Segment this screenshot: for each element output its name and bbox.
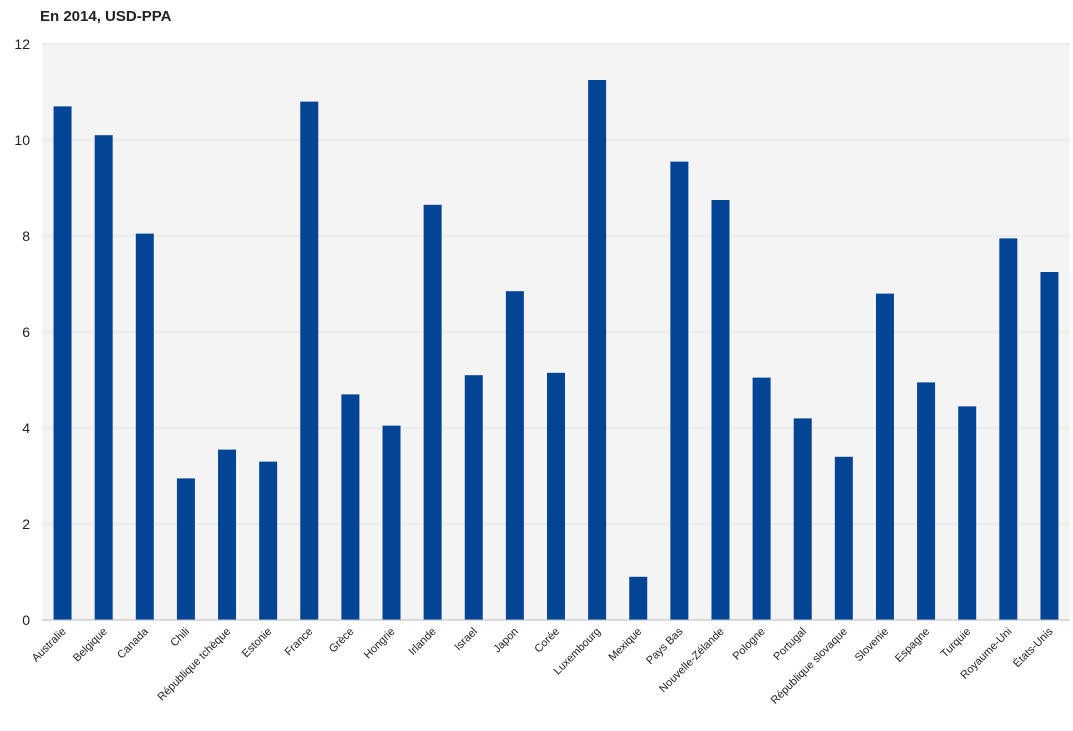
bar — [547, 372, 565, 620]
x-tick-label: Portugal — [771, 626, 808, 663]
x-tick-label: République tchèque — [155, 626, 233, 704]
bar — [259, 461, 278, 620]
y-tick-label: 8 — [22, 228, 30, 244]
x-tick-label: Grèce — [327, 626, 357, 656]
bar — [341, 394, 360, 620]
bar — [834, 456, 853, 620]
x-tick-label: France — [283, 626, 316, 659]
bar — [135, 233, 154, 620]
bar — [958, 406, 977, 620]
bar — [917, 382, 936, 620]
x-tick-label: Pays Bas — [644, 625, 686, 667]
x-tick-label: Hongrie — [362, 626, 398, 662]
bar — [793, 418, 812, 620]
bar — [1040, 272, 1059, 620]
bar — [588, 80, 607, 620]
y-tick-label: 0 — [22, 612, 30, 628]
x-tick-label: Pologne — [731, 626, 768, 663]
x-tick-label: Belgique — [71, 626, 110, 665]
y-tick-label: 6 — [22, 324, 30, 340]
bar — [53, 106, 72, 620]
bar — [875, 293, 894, 620]
x-tick-label: Chili — [168, 626, 192, 650]
bar — [670, 161, 689, 620]
x-tick-label: États-Unis — [1010, 625, 1055, 670]
x-tick-label: Turquie — [939, 626, 974, 661]
bar — [176, 478, 195, 620]
chart-title: En 2014, USD-PPA — [40, 8, 172, 25]
bar — [464, 375, 483, 620]
x-tick-label: Japon — [491, 626, 521, 656]
x-tick-label: Australie — [30, 626, 69, 665]
bar — [382, 425, 401, 620]
bar — [94, 135, 113, 620]
bar — [423, 204, 442, 621]
x-tick-label: Irlande — [406, 626, 438, 658]
y-tick-label: 2 — [22, 516, 30, 532]
y-tick-label: 4 — [22, 420, 30, 436]
bar — [218, 449, 237, 620]
bar — [999, 238, 1018, 620]
bar — [752, 377, 771, 620]
y-axis-ticks: 0 2 4 6 8 10 12 — [14, 36, 30, 628]
x-tick-label: Estonie — [240, 626, 274, 660]
y-tick-label: 12 — [14, 36, 30, 52]
bars — [53, 80, 1059, 621]
x-tick-label: Slovenie — [853, 626, 891, 664]
x-tick-label: Israel — [452, 626, 480, 654]
x-tick-label: Mexique — [606, 626, 644, 664]
x-tick-label: République slovaque — [769, 626, 850, 707]
x-tick-label: Canada — [115, 625, 151, 661]
x-tick-label: Espagne — [893, 626, 932, 665]
bar — [505, 291, 524, 620]
bar — [629, 576, 648, 620]
y-tick-label: 10 — [14, 132, 30, 148]
bar — [711, 200, 730, 620]
x-tick-label: Corée — [532, 626, 562, 656]
bar — [300, 101, 319, 621]
